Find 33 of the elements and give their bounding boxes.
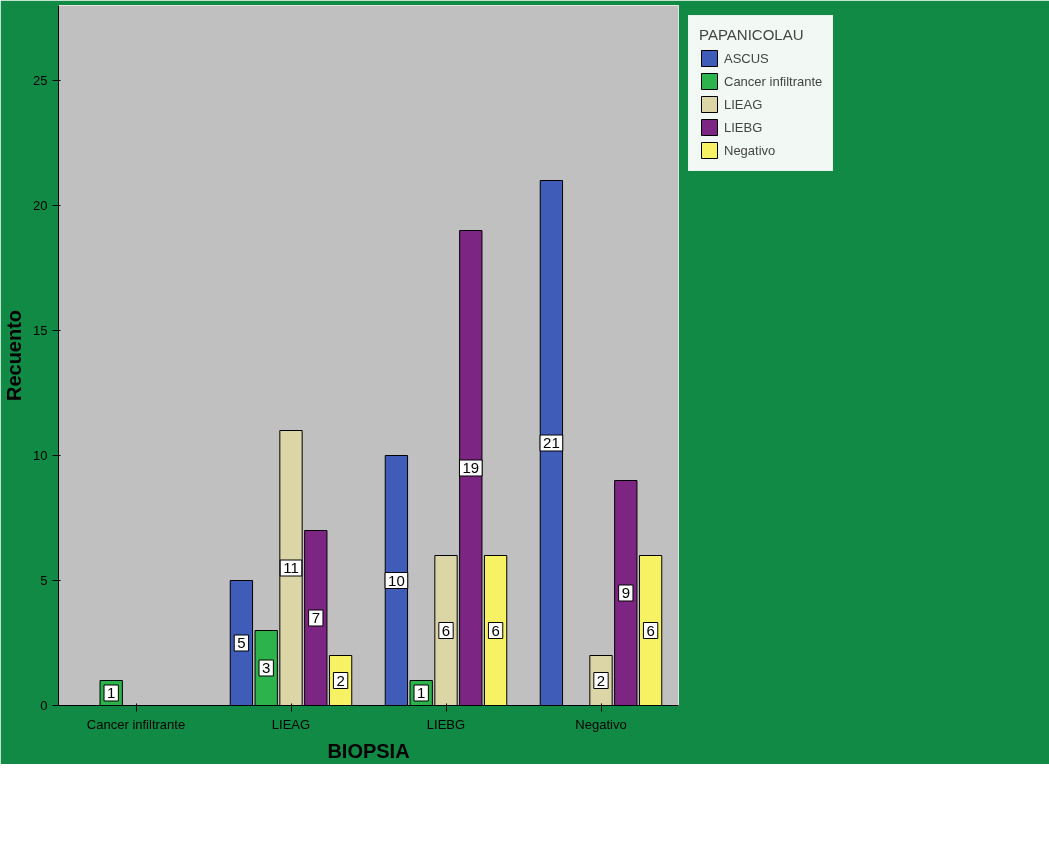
- data-label: 2: [336, 671, 345, 689]
- legend-title: PAPANICOLAU: [699, 26, 805, 43]
- legend-label: Cancer infiltrante: [724, 73, 823, 89]
- data-label: 6: [441, 621, 451, 639]
- data-label: 3: [262, 659, 271, 676]
- x-tick-label: LIEBG: [426, 716, 466, 732]
- x-tick-label: Cancer infiltrante: [86, 716, 186, 732]
- data-label: 1: [417, 684, 426, 701]
- data-label: 10: [388, 571, 405, 589]
- x-axis-title: BIOPSIA: [327, 739, 410, 762]
- data-label: 6: [646, 621, 655, 639]
- data-label: 6: [491, 621, 500, 639]
- legend-label: LIEAG: [724, 96, 763, 112]
- y-tick-label: 0: [40, 698, 48, 713]
- legend-label: LIEBG: [724, 119, 763, 135]
- y-tick-label: 20: [33, 198, 48, 213]
- x-tick-label: Negativo: [575, 716, 627, 732]
- y-axis-title: Recuento: [3, 309, 26, 402]
- data-label: 2: [596, 671, 606, 689]
- data-label: 9: [621, 584, 630, 601]
- data-label: 5: [237, 634, 246, 651]
- y-tick-label: 5: [40, 573, 48, 588]
- y-tick-label: 25: [33, 73, 48, 88]
- y-tick-label: 10: [33, 448, 48, 463]
- legend-label: Negativo: [724, 142, 776, 158]
- data-label: 7: [311, 609, 320, 626]
- data-label: 19: [462, 459, 480, 476]
- legend-label: ASCUS: [724, 50, 769, 66]
- data-label: 1: [107, 684, 116, 701]
- data-label: 11: [283, 559, 299, 576]
- data-label: 21: [543, 434, 560, 451]
- x-tick-label: LIEAG: [271, 716, 311, 732]
- y-tick-label: 15: [33, 323, 48, 338]
